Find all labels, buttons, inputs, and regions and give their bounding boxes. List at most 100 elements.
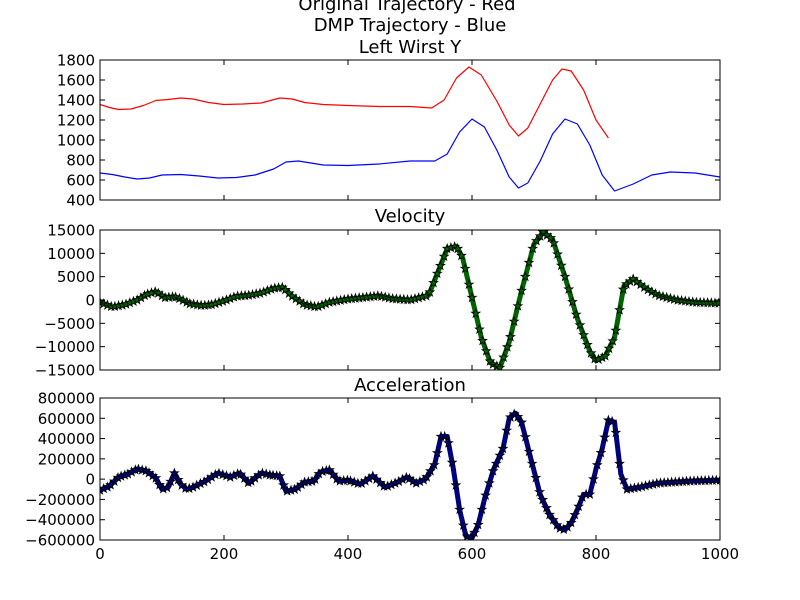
data-point-marker: [235, 468, 247, 480]
data-point-marker: [565, 517, 577, 528]
data-point-marker: [603, 342, 615, 354]
data-point-marker: [617, 283, 629, 295]
data-point-marker: [466, 292, 478, 303]
data-point-marker: [519, 270, 531, 282]
data-point-marker: [552, 248, 563, 259]
data-point-marker: [278, 479, 289, 490]
y-tick-label: −200000: [25, 491, 95, 509]
data-point-marker: [563, 283, 575, 294]
data-point-marker: [540, 502, 552, 513]
data-point-marker: [606, 415, 618, 427]
y-tick-label: 1800: [57, 52, 95, 70]
plot-area: [100, 230, 720, 370]
data-point-marker: [534, 230, 546, 241]
subplot-1: Left Wirst Y 400 600 800 1000 1200 1400 1600 180…: [57, 37, 721, 210]
figure-titles: Original Trajectory - Red DMP Trajectory…: [298, 0, 515, 36]
data-point-marker: [501, 341, 513, 352]
y-tick-label: 600: [66, 172, 95, 190]
data-point-marker: [438, 250, 450, 262]
data-point-marker: [508, 315, 520, 327]
y-tick-label: 400000: [38, 430, 95, 448]
data-point-marker: [431, 267, 443, 279]
subplot-title: Velocity: [375, 206, 446, 227]
data-point-marker: [470, 307, 482, 319]
y-tick-label: 10000: [47, 245, 95, 263]
data-point-marker: [595, 447, 607, 458]
data-point-marker: [457, 519, 469, 530]
x-tick-label: 0: [95, 545, 105, 563]
data-point-marker: [456, 249, 467, 261]
data-point-marker: [559, 271, 571, 282]
y-tick-label: 1400: [57, 92, 95, 110]
data-point-marker: [161, 481, 173, 493]
y-tick-label: 1200: [57, 112, 95, 130]
y-tick-label: −400000: [25, 511, 95, 529]
y-tick-label: 1000: [57, 132, 95, 150]
plot-area: [100, 408, 720, 540]
x-tick-label: 800: [582, 545, 611, 563]
data-point-marker: [519, 431, 531, 442]
data-point-marker: [154, 479, 165, 490]
data-point-marker: [512, 300, 524, 311]
data-point-marker: [570, 308, 582, 320]
data-point-marker: [239, 472, 250, 484]
data-point-marker: [516, 416, 528, 428]
data-point-marker: [545, 232, 557, 243]
series-markers-1: [100, 408, 720, 540]
data-point-marker: [526, 457, 538, 469]
data-point-marker: [527, 242, 539, 254]
data-point-marker: [450, 479, 462, 490]
data-point-marker: [459, 262, 471, 274]
data-point-marker: [574, 319, 586, 330]
data-point-marker: [607, 335, 619, 346]
data-point-marker: [463, 278, 475, 290]
y-tick-label: 400: [66, 192, 95, 210]
y-tick-label: 200000: [38, 450, 95, 468]
data-point-marker: [446, 456, 458, 468]
data-point-marker: [544, 508, 555, 520]
data-point-marker: [555, 259, 567, 271]
series-markers-1: [100, 230, 720, 370]
y-tick-label: −10000: [35, 338, 95, 356]
subplot-2: Velocity −15000 −10000 −5000 0 5000 10000 15000: [35, 206, 721, 380]
subplots: Left Wirst Y 400 600 800 1000 1200 1400 1600 180…: [25, 37, 739, 563]
y-tick-label: −600000: [25, 532, 95, 550]
data-point-marker: [516, 285, 528, 296]
subplot-title: Acceleration: [354, 375, 466, 396]
data-point-marker: [523, 256, 535, 268]
data-point-marker: [469, 526, 480, 538]
data-point-marker: [487, 465, 499, 476]
x-tick-label: 600: [458, 545, 487, 563]
data-point-marker: [581, 339, 593, 350]
y-tick-label: 600000: [38, 410, 95, 428]
y-tick-label: 800000: [38, 390, 95, 408]
data-point-marker: [452, 242, 464, 254]
data-point-marker: [465, 531, 477, 540]
y-tick-label: −5000: [44, 315, 95, 333]
data-point-marker: [512, 411, 524, 422]
y-tick-label: 0: [85, 292, 95, 310]
data-point-marker: [497, 443, 509, 454]
figure-title-line-1: Original Trajectory - Red: [298, 0, 515, 15]
data-point-marker: [165, 475, 177, 487]
data-point-marker: [472, 519, 484, 530]
x-tick-label: 200: [210, 545, 239, 563]
data-point-marker: [584, 488, 596, 499]
data-point-marker: [614, 304, 625, 315]
x-tick-label: 1000: [701, 545, 739, 563]
data-point-marker: [421, 471, 433, 482]
data-point-marker: [428, 459, 440, 470]
data-point-marker: [567, 296, 578, 307]
data-point-marker: [474, 323, 485, 334]
data-point-marker: [591, 459, 603, 470]
data-point-marker: [309, 473, 321, 485]
data-point-marker: [439, 430, 451, 442]
data-point-marker: [573, 500, 585, 512]
data-point-marker: [588, 473, 599, 484]
data-point-marker: [494, 449, 506, 461]
data-point-marker: [476, 503, 488, 515]
data-point-marker: [530, 472, 542, 483]
data-point-marker: [428, 277, 439, 288]
data-point-marker: [599, 431, 611, 442]
